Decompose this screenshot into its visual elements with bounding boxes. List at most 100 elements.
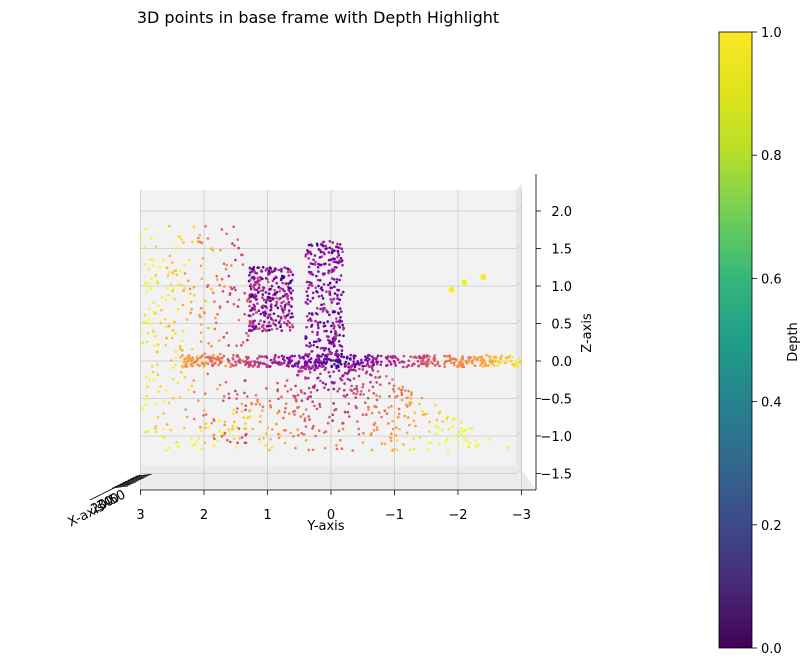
scatter-points <box>139 224 523 453</box>
scatter-point <box>340 293 343 297</box>
scatter-point <box>181 339 184 343</box>
scatter-point <box>330 351 334 355</box>
z-tick-label: −1.5 <box>540 468 572 483</box>
scatter-point <box>271 270 274 274</box>
scatter-point <box>297 405 301 409</box>
scatter-point <box>372 392 376 395</box>
scatter-point <box>220 277 224 281</box>
scatter-point <box>255 297 259 301</box>
scatter-point <box>468 441 471 445</box>
scatter-point <box>488 358 492 361</box>
scatter-point <box>309 299 312 303</box>
scatter-point <box>433 358 437 362</box>
scatter-point <box>281 295 285 298</box>
scatter-point <box>460 427 464 430</box>
scatter-point <box>286 319 290 323</box>
scatter-point <box>407 364 410 367</box>
scatter-point <box>261 409 264 412</box>
scatter-point <box>332 359 335 362</box>
scatter-point <box>225 263 229 267</box>
scatter-point <box>310 319 313 322</box>
colorbar-tick-label: 0.8 <box>761 149 782 164</box>
scatter-point <box>200 277 204 281</box>
scatter-point <box>241 341 245 344</box>
scatter-point <box>447 427 451 431</box>
scatter-point <box>407 389 410 393</box>
scatter-point <box>322 364 325 368</box>
scatter-point <box>340 260 343 264</box>
y-tick-label: 0 <box>327 508 335 523</box>
scatter-point <box>316 324 320 327</box>
scatter-point <box>387 406 390 409</box>
scatter-point <box>176 283 180 286</box>
scatter-point <box>142 320 146 323</box>
scatter-point <box>148 284 151 288</box>
scatter-point <box>471 361 474 365</box>
scatter-point <box>179 270 182 273</box>
scatter-point <box>287 286 291 290</box>
scatter-point <box>392 384 396 388</box>
scatter-point <box>261 296 264 299</box>
scatter-point <box>325 309 328 312</box>
scatter-point <box>170 261 174 265</box>
scatter-point <box>356 420 359 423</box>
scatter-point <box>302 366 305 369</box>
scatter-point <box>492 364 496 367</box>
scatter-point <box>407 359 411 363</box>
scatter-point <box>317 337 321 341</box>
scatter-point <box>330 286 334 290</box>
scatter-point <box>269 317 273 320</box>
scatter-point <box>230 264 233 267</box>
y-tick-label: 3 <box>136 508 144 523</box>
scatter-point <box>284 402 288 406</box>
scatter-point <box>361 385 365 389</box>
scatter-point <box>173 320 176 324</box>
scatter-point <box>145 394 148 398</box>
scatter-point <box>332 381 336 385</box>
scatter-point <box>370 448 374 452</box>
scatter-point <box>330 248 334 251</box>
scatter-point <box>317 295 321 298</box>
scatter-point <box>282 416 285 420</box>
scatter-point <box>154 335 157 338</box>
colorbar-tick-label: 0.0 <box>761 642 782 657</box>
scatter-point <box>307 257 311 260</box>
scatter-point <box>324 346 327 350</box>
scatter-point <box>397 407 401 411</box>
scatter-point <box>261 293 265 296</box>
grid-line-side <box>515 205 523 212</box>
z-tick-label: 0.0 <box>551 355 572 370</box>
scatter-point <box>473 357 476 361</box>
scatter-point <box>215 278 219 281</box>
scatter-point <box>396 394 399 398</box>
scatter-point <box>366 359 369 363</box>
scatter-point <box>268 365 272 369</box>
scatter-point <box>248 415 252 419</box>
scatter-point <box>348 415 351 418</box>
scatter-point <box>331 337 335 341</box>
scatter-point <box>288 356 292 359</box>
scatter-point <box>344 364 348 368</box>
colorbar-label: Depth <box>786 322 801 362</box>
scatter-point <box>280 267 283 271</box>
scatter-point <box>380 360 383 364</box>
scatter-point <box>253 281 257 284</box>
scatter-point <box>412 447 416 451</box>
scatter-point <box>316 307 319 310</box>
scatter-point <box>203 392 207 396</box>
scatter-point <box>202 414 205 417</box>
scatter-point <box>226 358 230 361</box>
scatter-point <box>306 302 310 306</box>
scatter-point <box>420 396 424 400</box>
scatter-point <box>270 446 274 449</box>
scatter-point <box>335 364 338 368</box>
scatter-point <box>184 361 188 364</box>
scatter-point <box>400 360 404 363</box>
scatter-point <box>404 389 407 392</box>
scatter-point <box>280 354 284 358</box>
scatter-point <box>277 362 281 365</box>
scatter-point <box>161 435 165 439</box>
scatter-point <box>143 313 147 317</box>
scatter-point <box>362 393 366 396</box>
scatter-point <box>171 329 175 332</box>
